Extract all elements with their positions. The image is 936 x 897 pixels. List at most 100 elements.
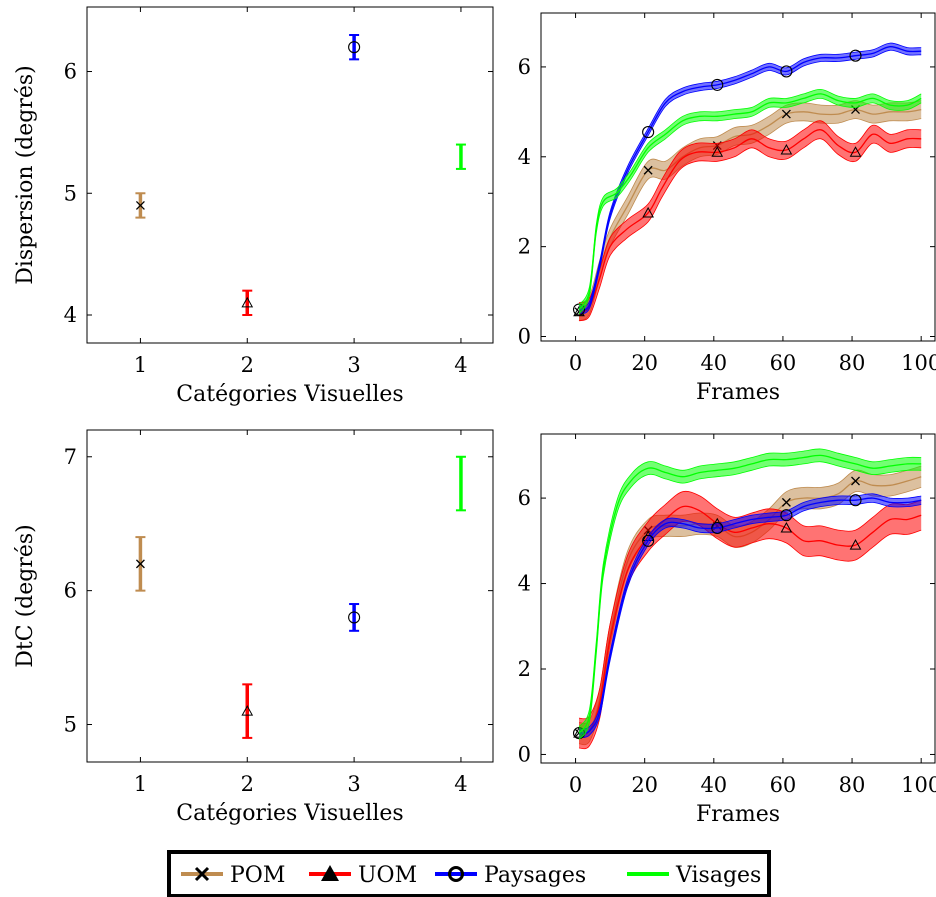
y-tick-label: 0 xyxy=(518,742,531,766)
data-point-pom xyxy=(135,200,145,210)
plot-area xyxy=(572,42,922,322)
band-edge-lower xyxy=(578,49,922,314)
series-marker-uom xyxy=(780,521,793,533)
error-bar-paysages xyxy=(348,603,361,632)
chart-panel-4: 0 20 40 60 80 100 0 2 4 6 Frames xyxy=(518,433,936,827)
error-bar-visages xyxy=(455,143,466,170)
plot-frame xyxy=(86,6,494,344)
series-marker-paysages xyxy=(711,78,724,91)
band-edge-lower xyxy=(578,501,922,738)
confidence-band xyxy=(579,120,922,321)
series-line xyxy=(578,454,922,734)
series-uom xyxy=(573,490,922,750)
data-point-paysages xyxy=(348,41,361,54)
series-line xyxy=(578,497,922,734)
data-point-paysages xyxy=(348,611,361,624)
series-line xyxy=(578,129,922,313)
y-tick-label: 2 xyxy=(518,657,531,681)
error-bar-uom xyxy=(241,683,254,739)
legend-item-uom: UOM xyxy=(309,863,417,888)
y-axis-label: DtC (degrés) xyxy=(13,524,38,667)
series-marker-uom xyxy=(780,144,793,155)
error-bar-uom xyxy=(241,289,254,316)
legend-label-paysages: Paysages xyxy=(484,863,586,888)
chart-panel-1: 1 2 3 4 4 5 6 Catégories Visuelles Dispersion (d… xyxy=(13,6,494,407)
series-marker-paysages xyxy=(780,509,793,522)
legend-marker-circle xyxy=(448,866,464,882)
x-tick-label: 60 xyxy=(770,351,797,375)
x-axis-label: Frames xyxy=(696,380,780,405)
error-bar-paysages xyxy=(348,34,361,61)
band-edge-lower xyxy=(578,97,922,315)
x-tick-label: 80 xyxy=(839,773,866,797)
error-bar-visages xyxy=(455,455,466,512)
plot-frame xyxy=(540,433,936,764)
series-marker-paysages xyxy=(780,65,793,78)
series-line xyxy=(578,93,922,310)
legend-label-visages: Visages xyxy=(675,863,761,888)
x-tick-label: 40 xyxy=(700,773,727,797)
legend-item-paysages: Paysages xyxy=(435,863,586,888)
x-tick-label: 3 xyxy=(347,772,360,796)
y-tick-label: 6 xyxy=(64,60,77,84)
series-marker-uom xyxy=(642,206,654,218)
x-tick-label: 80 xyxy=(839,351,866,375)
series-pom xyxy=(574,465,922,746)
series-marker-uom xyxy=(849,146,862,157)
chart-panel-3: 1 2 3 4 5 6 7 Catégories Visuelles DtC (degrés) xyxy=(13,429,494,826)
y-tick-label: 4 xyxy=(518,145,531,169)
x-tick-label: 4 xyxy=(454,772,467,796)
band-edge-upper xyxy=(578,493,922,730)
series-paysages xyxy=(572,493,922,740)
y-tick-label: 4 xyxy=(518,572,531,596)
y-tick-label: 4 xyxy=(64,303,77,327)
plot-frame xyxy=(540,12,936,342)
series-line xyxy=(578,505,922,735)
band-edge-upper xyxy=(578,490,922,720)
series-marker-pom xyxy=(643,165,653,175)
band-edge-upper xyxy=(578,120,922,304)
y-tick-label: 6 xyxy=(64,579,77,603)
legend-label-pom: POM xyxy=(230,863,285,888)
y-tick-label: 5 xyxy=(64,713,77,737)
series-marker-paysages xyxy=(642,126,655,139)
band-edge-upper xyxy=(578,448,922,727)
plot-frame xyxy=(86,429,494,763)
series-marker-pom xyxy=(781,497,791,507)
series-marker-paysages xyxy=(849,494,862,507)
series-marker-paysages xyxy=(642,534,655,547)
data-point-pom xyxy=(135,559,145,569)
series-marker-pom xyxy=(781,109,791,119)
series-marker-paysages xyxy=(849,49,862,62)
plot-area xyxy=(572,448,922,750)
x-tick-label: 0 xyxy=(569,773,582,797)
data-point-uom xyxy=(241,296,254,308)
series-marker-paysages xyxy=(572,303,586,316)
series-uom xyxy=(573,120,922,322)
x-tick-label: 40 xyxy=(700,351,727,375)
y-tick-label: 6 xyxy=(518,486,531,510)
y-tick-label: 2 xyxy=(518,235,531,259)
data-point-uom xyxy=(241,705,254,716)
legend-item-pom: POM xyxy=(181,863,285,888)
series-marker-uom xyxy=(849,539,862,550)
y-axis-label: Dispersion (degrés) xyxy=(13,65,38,285)
confidence-band xyxy=(579,466,922,745)
x-tick-label: 100 xyxy=(901,351,936,375)
x-axis-label: Catégories Visuelles xyxy=(176,382,403,407)
y-tick-label: 5 xyxy=(64,181,77,205)
chart-panel-2: 0 20 40 60 80 100 0 2 4 6 Frames xyxy=(518,12,936,405)
x-tick-label: 60 xyxy=(770,773,797,797)
y-tick-label: 0 xyxy=(518,325,531,349)
x-tick-label: 1 xyxy=(134,772,147,796)
x-tick-label: 4 xyxy=(454,353,467,377)
legend-item-visages: Visages xyxy=(627,863,761,888)
y-tick-label: 7 xyxy=(64,445,77,469)
x-axis-label: Frames xyxy=(696,802,780,827)
x-tick-label: 2 xyxy=(241,772,254,796)
x-tick-label: 1 xyxy=(134,353,147,377)
error-bar-pom xyxy=(135,192,146,219)
legend-marker-x xyxy=(194,866,210,882)
series-marker-pom xyxy=(851,476,860,486)
